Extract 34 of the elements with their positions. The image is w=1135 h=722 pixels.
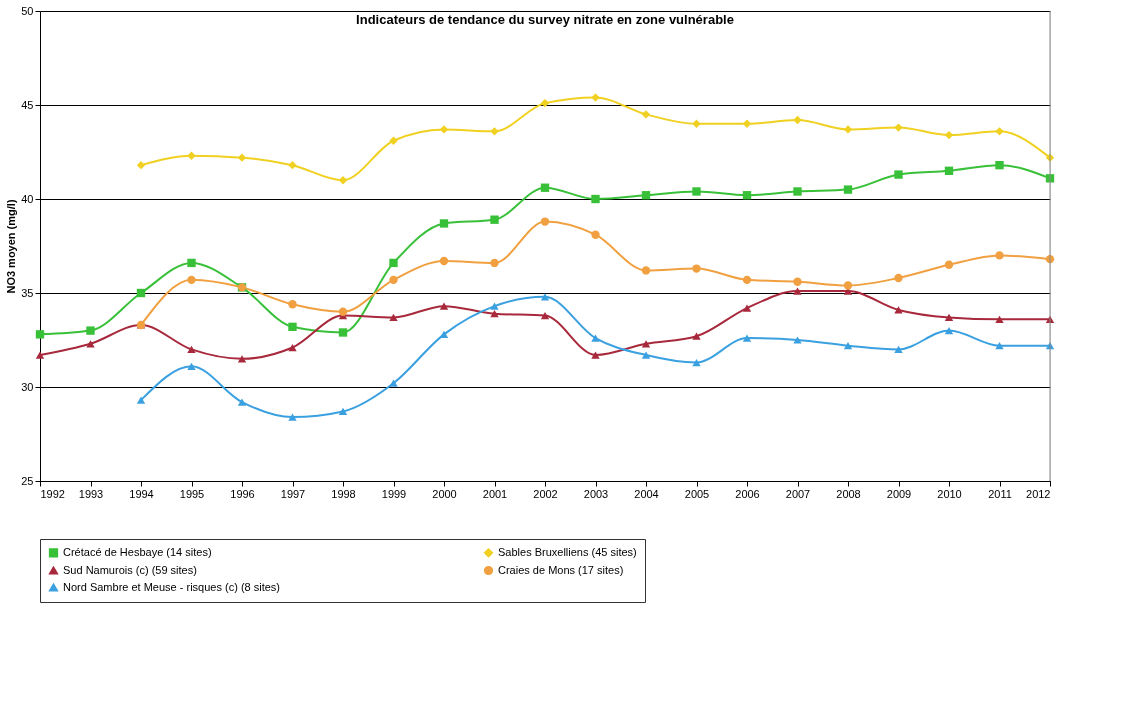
x-tick-label: 2002 <box>533 487 558 500</box>
legend-label: Sud Namurois (c) (59 sites) <box>63 563 197 576</box>
x-tick-label: 2012 <box>1026 487 1051 500</box>
x-tick-label: 1997 <box>280 487 306 500</box>
x-tick-label: 2000 <box>432 487 457 500</box>
chart-title: Indicateurs de tendance du survey nitrate en zone vulnérable <box>356 12 734 27</box>
y-tick-label: 40 <box>21 192 34 205</box>
x-tick-label: 1999 <box>381 487 407 500</box>
legend-label: Craies de Mons (17 sites) <box>498 563 624 576</box>
x-tick-label: 1992 <box>40 487 65 500</box>
legend-label: Sables Bruxelliens (45 sites) <box>498 545 637 558</box>
x-tick-label: 2007 <box>785 487 811 500</box>
x-tick-label: 2008 <box>836 487 861 500</box>
x-tick-label: 1996 <box>230 487 255 500</box>
y-tick-label: 45 <box>21 98 34 111</box>
x-tick-label: 2006 <box>735 487 760 500</box>
y-tick-label: 30 <box>21 380 34 393</box>
x-tick-label: 2003 <box>583 487 609 500</box>
x-tick-label: 2001 <box>482 487 508 500</box>
x-tick-label: 2005 <box>684 487 710 500</box>
legend-label: Nord Sambre et Meuse - risques (c) (8 sites) <box>63 580 281 593</box>
x-tick-label: 1995 <box>179 487 205 500</box>
x-tick-label: 1998 <box>331 487 356 500</box>
x-tick-label: 2004 <box>634 487 659 500</box>
x-tick-label: 1993 <box>78 487 104 500</box>
y-axis-title: NO3 moyen (mg/l) <box>5 199 18 294</box>
legend-label: Crétacé de Hesbaye (14 sites) <box>63 545 212 558</box>
x-tick-label: 2009 <box>886 487 912 500</box>
y-tick-label: 25 <box>21 474 34 487</box>
y-tick-label: 35 <box>21 286 34 299</box>
x-tick-label: 2010 <box>937 487 962 500</box>
x-tick-label: 1994 <box>129 487 154 500</box>
y-tick-label: 50 <box>21 4 34 17</box>
x-tick-label: 2011 <box>988 487 1012 500</box>
